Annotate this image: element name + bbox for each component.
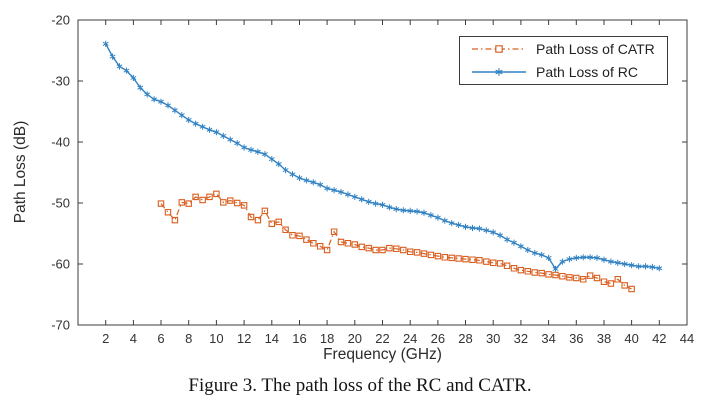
x-tick-label: 22 [375, 331, 389, 346]
rc-sample-marker [495, 68, 503, 76]
y-axis-label: Path Loss (dB) [12, 120, 29, 224]
legend-label: Path Loss of RC [536, 64, 638, 80]
x-tick-label: 2 [102, 331, 109, 346]
x-tick-label: 42 [652, 331, 666, 346]
x-tick-label: 40 [624, 331, 638, 346]
x-tick-label: 36 [569, 331, 583, 346]
axis-ticks [78, 19, 688, 326]
x-tick-label: 4 [130, 331, 137, 346]
x-tick-label: 34 [541, 331, 555, 346]
legend-item-rc: Path Loss of RC [469, 61, 667, 84]
y-tick-label: -20 [51, 13, 70, 28]
x-tick-label: 10 [209, 331, 223, 346]
x-tick-label: 20 [348, 331, 362, 346]
x-tick-label: 24 [403, 331, 417, 346]
legend-item-catr: Path Loss of CATR [469, 38, 667, 61]
catr-line-sample-icon [472, 45, 526, 53]
x-tick-label: 28 [458, 331, 472, 346]
x-tick-label: 14 [265, 331, 279, 346]
y-tick-label: -30 [51, 74, 70, 89]
y-tick-label: -70 [51, 318, 70, 333]
x-axis-label: Frequency (GHz) [323, 346, 442, 363]
x-tick-label: 26 [431, 331, 445, 346]
rc-series-markers [102, 40, 663, 272]
y-tick-label: -60 [51, 257, 70, 272]
y-tick-label: -40 [51, 135, 70, 150]
x-tick-label: 38 [597, 331, 611, 346]
legend-label: Path Loss of CATR [536, 41, 655, 57]
x-tick-label: 16 [292, 331, 306, 346]
x-tick-label: 8 [185, 331, 192, 346]
x-tick-label: 18 [320, 331, 334, 346]
catr-series-markers [157, 190, 635, 293]
catr-series-line [160, 193, 632, 290]
x-tick-label: 6 [157, 331, 164, 346]
x-tick-label: 30 [486, 331, 500, 346]
x-tick-label: 44 [680, 331, 694, 346]
catr-sample-marker [495, 45, 503, 53]
x-tick-label: 12 [237, 331, 251, 346]
legend: Path Loss of CATR Path Loss of RC [459, 36, 668, 85]
rc-line-sample-icon [472, 68, 526, 76]
y-tick-label: -50 [51, 196, 70, 211]
x-tick-label: 32 [514, 331, 528, 346]
figure-caption: Figure 3. The path loss of the RC and CA… [188, 375, 532, 396]
